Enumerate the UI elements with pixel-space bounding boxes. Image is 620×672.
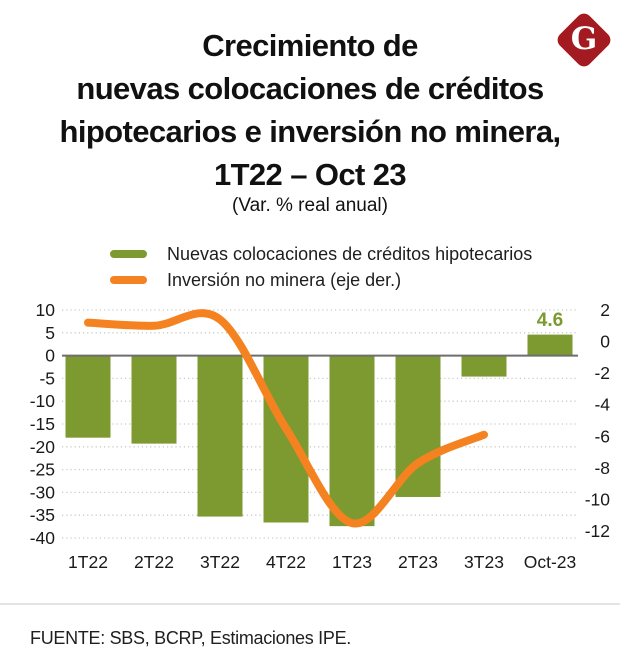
legend-label-bars: Nuevas colocaciones de créditos hipoteca… <box>167 243 533 264</box>
title-line-3: hipotecarios e inversión no minera, <box>59 114 562 149</box>
right-axis-tick-label: -10 <box>585 489 611 509</box>
gestion-logo: G <box>554 10 614 70</box>
left-axis-tick-label: -15 <box>30 414 55 434</box>
left-axis-tick-label: 10 <box>36 300 56 320</box>
bar-value-label: 4.6 <box>537 310 563 331</box>
legend: Nuevas colocaciones de créditos hipoteca… <box>110 241 532 293</box>
x-axis-label: Oct-23 <box>524 552 577 572</box>
legend-swatch-line <box>110 276 147 284</box>
left-axis-tick-label: -30 <box>30 482 56 502</box>
legend-swatch-bars <box>110 250 147 258</box>
right-axis-tick-label: -4 <box>594 395 610 415</box>
chart-subtitle: (Var. % real anual) <box>232 195 388 216</box>
left-axis-tick-label: 5 <box>45 323 55 343</box>
right-axis-tick-label: -8 <box>594 458 610 478</box>
legend-item-line: Inversión no minera (eje der.) <box>110 267 532 293</box>
source-note: FUENTE: SBS, BCRP, Estimaciones IPE. <box>30 628 351 648</box>
left-axis-tick-label: -25 <box>30 460 55 480</box>
legend-item-bars: Nuevas colocaciones de créditos hipoteca… <box>110 241 532 267</box>
right-axis-tick-label: -12 <box>585 521 610 541</box>
right-axis-tick-label: 2 <box>600 300 610 320</box>
left-axis-tick-label: 0 <box>45 346 55 366</box>
investment-line <box>84 309 488 528</box>
left-axis-tick-label: -20 <box>30 437 56 457</box>
x-axis-label: 3T22 <box>200 552 240 572</box>
bar-3T23 <box>461 355 507 377</box>
right-axis-tick-label: -2 <box>594 363 610 383</box>
right-axis-tick-label: -6 <box>594 426 610 446</box>
left-axis-tick-label: -5 <box>39 368 55 388</box>
legend-label-line: Inversión no minera (eje der.) <box>167 269 402 290</box>
title-line-1: Crecimiento de <box>202 28 418 63</box>
logo-g-letter: G <box>570 21 598 57</box>
x-axis-label: 1T22 <box>68 552 108 572</box>
title-line-2: nuevas colocaciones de créditos <box>76 71 544 106</box>
left-axis-tick-label: -40 <box>30 528 56 548</box>
bar-3T22 <box>197 355 243 517</box>
x-axis-label: 4T22 <box>266 552 306 572</box>
bar-Oct-23 <box>527 334 573 356</box>
title-line-4: 1T22 – Oct 23 <box>213 157 407 192</box>
left-axis-tick-label: -35 <box>30 505 55 525</box>
chart-title: Crecimiento de nuevas colocaciones de cr… <box>0 24 620 196</box>
bar-1T22 <box>65 355 111 438</box>
bar-4T22 <box>263 355 309 523</box>
x-axis-label: 2T23 <box>398 552 438 572</box>
right-axis-tick-label: 0 <box>600 332 610 352</box>
x-axis-label: 3T23 <box>464 552 504 572</box>
x-axis-label: 2T22 <box>134 552 174 572</box>
footer-divider <box>0 603 620 605</box>
x-axis-label: 1T23 <box>332 552 372 572</box>
bar-1T23 <box>329 355 375 527</box>
left-axis-tick-label: -10 <box>30 391 56 411</box>
bar-2T22 <box>131 355 177 444</box>
